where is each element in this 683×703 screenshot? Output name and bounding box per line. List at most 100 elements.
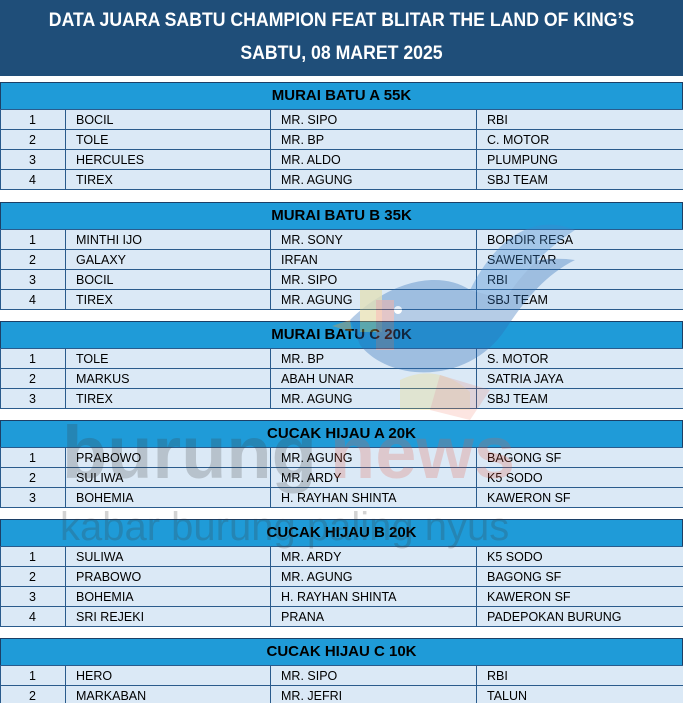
bird-name-cell: TIREX xyxy=(65,388,271,409)
bird-name-cell: BOCIL xyxy=(65,269,271,290)
table-row: 4 TIREX MR. AGUNG SBJ TEAM xyxy=(0,289,683,310)
bird-name-cell: BOCIL xyxy=(65,109,271,130)
category-block: MURAI BATU A 55K 1 BOCIL MR. SIPO RBI 2 TOLE MR… xyxy=(0,82,683,190)
team-cell: K5 SODO xyxy=(476,467,683,488)
results-table: 1 TOLE MR. BP S. MOTOR 2 MARKUS ABAH UNAR SATRI… xyxy=(0,348,683,409)
bird-name-cell: BOHEMIA xyxy=(65,586,271,607)
owner-cell: MR. SONY xyxy=(270,229,477,250)
table-row: 1 HERO MR. SIPO RBI xyxy=(0,665,683,686)
bird-name-cell: SRI REJEKI xyxy=(65,606,271,627)
table-row: 2 MARKUS ABAH UNAR SATRIA JAYA xyxy=(0,368,683,389)
team-cell: KAWERON SF xyxy=(476,487,683,508)
owner-cell: MR. SIPO xyxy=(270,109,477,130)
table-row: 3 TIREX MR. AGUNG SBJ TEAM xyxy=(0,388,683,409)
table-row: 2 GALAXY IRFAN SAWENTAR xyxy=(0,249,683,270)
team-cell: PADEPOKAN BURUNG xyxy=(476,606,683,627)
owner-cell: MR. SIPO xyxy=(270,269,477,290)
rank-cell: 3 xyxy=(0,388,66,409)
team-cell: RBI xyxy=(476,269,683,290)
owner-cell: H. RAYHAN SHINTA xyxy=(270,487,477,508)
team-cell: BORDIR RESA xyxy=(476,229,683,250)
bird-name-cell: TIREX xyxy=(65,289,271,310)
bird-name-cell: TOLE xyxy=(65,129,271,150)
page-date: SABTU, 08 MARET 2025 xyxy=(240,43,443,64)
bird-name-cell: TIREX xyxy=(65,169,271,190)
bird-name-cell: HERO xyxy=(65,665,271,686)
team-cell: RBI xyxy=(476,665,683,686)
team-cell: SBJ TEAM xyxy=(476,388,683,409)
category-title: MURAI BATU B 35K xyxy=(0,202,683,229)
owner-cell: MR. AGUNG xyxy=(270,169,477,190)
table-row: 3 BOCIL MR. SIPO RBI xyxy=(0,269,683,290)
owner-cell: MR. AGUNG xyxy=(270,289,477,310)
bird-name-cell: GALAXY xyxy=(65,249,271,270)
bird-name-cell: PRABOWO xyxy=(65,447,271,468)
table-row: 1 PRABOWO MR. AGUNG BAGONG SF xyxy=(0,447,683,468)
rank-cell: 3 xyxy=(0,149,66,170)
owner-cell: H. RAYHAN SHINTA xyxy=(270,586,477,607)
results-table: 1 HERO MR. SIPO RBI 2 MARKABAN MR. JEFRI TALUN xyxy=(0,665,683,703)
owner-cell: MR. ARDY xyxy=(270,467,477,488)
bird-name-cell: SULIWA xyxy=(65,467,271,488)
team-cell: TALUN xyxy=(476,685,683,703)
rank-cell: 1 xyxy=(0,229,66,250)
team-cell: KAWERON SF xyxy=(476,586,683,607)
table-row: 4 SRI REJEKI PRANA PADEPOKAN BURUNG xyxy=(0,606,683,627)
category-title: CUCAK HIJAU A 20K xyxy=(0,420,683,447)
owner-cell: MR. BP xyxy=(270,348,477,369)
table-row: 2 PRABOWO MR. AGUNG BAGONG SF xyxy=(0,566,683,587)
team-cell: SAWENTAR xyxy=(476,249,683,270)
rank-cell: 2 xyxy=(0,129,66,150)
owner-cell: ABAH UNAR xyxy=(270,368,477,389)
results-table: 1 SULIWA MR. ARDY K5 SODO 2 PRABOWO MR. AGUNG B… xyxy=(0,546,683,627)
bird-name-cell: SULIWA xyxy=(65,546,271,567)
rank-cell: 3 xyxy=(0,586,66,607)
category-block: MURAI BATU B 35K 1 MINTHI IJO MR. SONY BORDI… xyxy=(0,202,683,310)
table-row: 3 BOHEMIA H. RAYHAN SHINTA KAWERON SF xyxy=(0,586,683,607)
owner-cell: MR. ARDY xyxy=(270,546,477,567)
results-table: 1 BOCIL MR. SIPO RBI 2 TOLE MR. BP C. MOTOR 3 HER… xyxy=(0,109,683,190)
rank-cell: 2 xyxy=(0,566,66,587)
rank-cell: 1 xyxy=(0,546,66,567)
owner-cell: IRFAN xyxy=(270,249,477,270)
owner-cell: PRANA xyxy=(270,606,477,627)
team-cell: RBI xyxy=(476,109,683,130)
team-cell: K5 SODO xyxy=(476,546,683,567)
table-row: 2 TOLE MR. BP C. MOTOR xyxy=(0,129,683,150)
rank-cell: 4 xyxy=(0,289,66,310)
page-title: DATA JUARA SABTU CHAMPION FEAT BLITAR TH… xyxy=(48,10,635,31)
category-block: MURAI BATU C 20K 1 TOLE MR. BP S. MOTOR 2 MARK… xyxy=(0,321,683,409)
rank-cell: 2 xyxy=(0,685,66,703)
page-header: DATA JUARA SABTU CHAMPION FEAT BLITAR TH… xyxy=(0,0,683,76)
owner-cell: MR. SIPO xyxy=(270,665,477,686)
category-title: CUCAK HIJAU B 20K xyxy=(0,519,683,546)
table-row: 2 MARKABAN MR. JEFRI TALUN xyxy=(0,685,683,703)
bird-name-cell: HERCULES xyxy=(65,149,271,170)
team-cell: BAGONG SF xyxy=(476,566,683,587)
rank-cell: 2 xyxy=(0,368,66,389)
rank-cell: 4 xyxy=(0,606,66,627)
rank-cell: 3 xyxy=(0,487,66,508)
rank-cell: 2 xyxy=(0,249,66,270)
owner-cell: MR. AGUNG xyxy=(270,566,477,587)
owner-cell: MR. ALDO xyxy=(270,149,477,170)
rank-cell: 1 xyxy=(0,348,66,369)
category-title: CUCAK HIJAU C 10K xyxy=(0,638,683,665)
rank-cell: 1 xyxy=(0,665,66,686)
table-row: 4 TIREX MR. AGUNG SBJ TEAM xyxy=(0,169,683,190)
table-row: 1 SULIWA MR. ARDY K5 SODO xyxy=(0,546,683,567)
results-table: 1 PRABOWO MR. AGUNG BAGONG SF 2 SULIWA MR. ARD… xyxy=(0,447,683,508)
table-row: 3 BOHEMIA H. RAYHAN SHINTA KAWERON SF xyxy=(0,487,683,508)
rank-cell: 1 xyxy=(0,109,66,130)
bird-name-cell: MARKABAN xyxy=(65,685,271,703)
rank-cell: 3 xyxy=(0,269,66,290)
table-row: 3 HERCULES MR. ALDO PLUMPUNG xyxy=(0,149,683,170)
team-cell: S. MOTOR xyxy=(476,348,683,369)
category-block: CUCAK HIJAU B 20K 1 SULIWA MR. ARDY K5 SODO 2… xyxy=(0,519,683,627)
team-cell: C. MOTOR xyxy=(476,129,683,150)
bird-name-cell: MINTHI IJO xyxy=(65,229,271,250)
rank-cell: 4 xyxy=(0,169,66,190)
team-cell: BAGONG SF xyxy=(476,447,683,468)
category-block: CUCAK HIJAU A 20K 1 PRABOWO MR. AGUNG BAGONG… xyxy=(0,420,683,508)
owner-cell: MR. AGUNG xyxy=(270,388,477,409)
